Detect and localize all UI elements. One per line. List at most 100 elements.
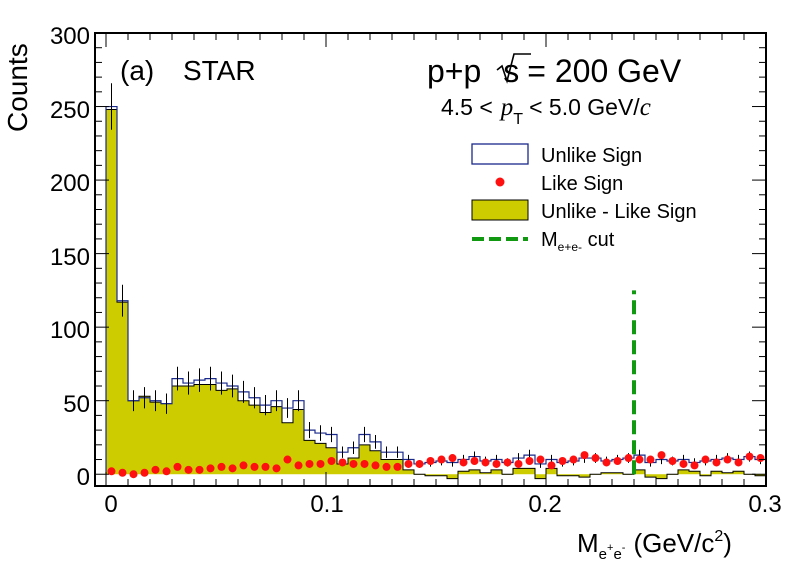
like-sign-point xyxy=(558,456,567,465)
signal-bar xyxy=(755,474,766,476)
signal-bar xyxy=(436,474,447,476)
pt-mid: < 5.0 GeV/ xyxy=(529,94,640,120)
y-axis-title: Counts xyxy=(2,43,33,132)
signal-bar xyxy=(150,402,161,475)
legend-unlike-label: Unlike Sign xyxy=(541,145,642,167)
signal-bar xyxy=(535,474,546,479)
like-sign-point xyxy=(602,458,611,467)
like-sign-point xyxy=(393,462,402,471)
like-sign-point xyxy=(294,461,303,470)
unlike-sign-outline xyxy=(105,105,767,475)
legend-unlike-swatch xyxy=(471,143,529,165)
like-sign-point xyxy=(635,455,644,464)
like-sign-point xyxy=(679,459,688,468)
legend-signal-label: Unlike - Like Sign xyxy=(541,201,697,223)
signal-bar xyxy=(205,384,216,475)
legend-like-marker xyxy=(495,177,505,187)
pt-range: 4.5 < pT < 5.0 GeV/c xyxy=(441,94,651,128)
signal-bar xyxy=(260,412,271,475)
legend-cut-label: Me+e- cut xyxy=(541,229,615,254)
like-sign-point xyxy=(613,456,622,465)
x-axis-title-main: M xyxy=(577,528,599,558)
pt-c: c xyxy=(640,94,651,121)
y-tick-label: 0 xyxy=(77,464,90,491)
signal-bar xyxy=(337,463,348,475)
like-sign-point xyxy=(459,458,468,467)
like-sign-point xyxy=(745,452,754,461)
like-sign-point xyxy=(591,454,600,463)
signal-bar xyxy=(293,409,304,475)
signal-bar xyxy=(425,474,436,476)
signal-bar xyxy=(656,474,667,479)
like-sign-point xyxy=(184,465,193,474)
signal-bar xyxy=(634,469,645,475)
like-sign-point xyxy=(701,455,710,464)
signal-bar xyxy=(579,474,590,478)
legend-signal-swatch xyxy=(471,199,529,221)
like-sign-point xyxy=(624,454,633,463)
unlike-sign-histogram xyxy=(105,105,767,475)
like-sign-point xyxy=(371,461,380,470)
y-tick-label: 150 xyxy=(50,244,90,271)
like-sign-point xyxy=(140,468,149,477)
legend: Unlike Sign Like Sign Unlike - Like Sign… xyxy=(471,143,697,254)
like-sign-point xyxy=(228,464,237,473)
signal-bar xyxy=(546,468,557,475)
x-axis-title-sub: e xyxy=(613,546,621,563)
signal-bar xyxy=(139,396,150,475)
like-sign-point xyxy=(646,455,655,464)
like-sign-point xyxy=(283,455,292,464)
signal-bar xyxy=(513,468,524,475)
signal-outline xyxy=(105,108,767,480)
signal-bar xyxy=(183,385,194,475)
signal-bar xyxy=(711,471,722,475)
like-sign-point xyxy=(349,459,358,468)
y-tick-label: 250 xyxy=(50,97,90,124)
signal-bar xyxy=(249,405,260,475)
signal-bar xyxy=(227,388,238,475)
like-sign-point xyxy=(338,458,347,467)
signal-bar xyxy=(469,469,480,475)
like-sign-markers xyxy=(107,451,765,479)
signal-bar xyxy=(315,443,326,475)
like-sign-point xyxy=(206,464,215,473)
like-sign-point xyxy=(481,458,490,467)
like-sign-point xyxy=(712,458,721,467)
signal-bar xyxy=(282,422,293,475)
like-sign-point xyxy=(690,461,699,470)
like-sign-point xyxy=(327,456,336,465)
like-sign-point xyxy=(239,461,248,470)
like-sign-point xyxy=(448,454,457,463)
like-sign-point xyxy=(107,467,116,476)
signal-bar xyxy=(678,469,689,475)
legend-cut-sub: e+e- xyxy=(558,240,582,254)
like-sign-point xyxy=(756,454,765,463)
like-sign-point xyxy=(316,459,325,468)
like-sign-point xyxy=(470,456,479,465)
panel-label: (a) xyxy=(120,55,154,86)
legend-like-label: Like Sign xyxy=(541,173,623,195)
experiment-label: STAR xyxy=(183,55,256,86)
x-axis-title-sub: e xyxy=(599,546,607,563)
like-sign-point xyxy=(547,461,556,470)
like-sign-point xyxy=(272,464,281,473)
pt-sub: T xyxy=(513,111,523,128)
like-sign-point xyxy=(162,467,171,476)
title-sqrt-s: s xyxy=(503,53,519,89)
signal-bar xyxy=(733,471,744,475)
signal-histogram xyxy=(105,108,767,480)
like-sign-point xyxy=(173,462,182,471)
like-sign-point xyxy=(382,462,391,471)
like-sign-point xyxy=(261,462,270,471)
signal-bar xyxy=(106,109,117,475)
like-sign-point xyxy=(580,451,589,460)
signal-bar xyxy=(700,474,711,476)
axis-ticks xyxy=(95,32,767,486)
signal-bar xyxy=(480,472,491,475)
signal-bar xyxy=(403,469,414,475)
signal-bar xyxy=(722,472,733,475)
x-tick-label: 0.3 xyxy=(748,491,781,518)
like-sign-point xyxy=(668,456,677,465)
like-sign-point xyxy=(437,455,446,464)
